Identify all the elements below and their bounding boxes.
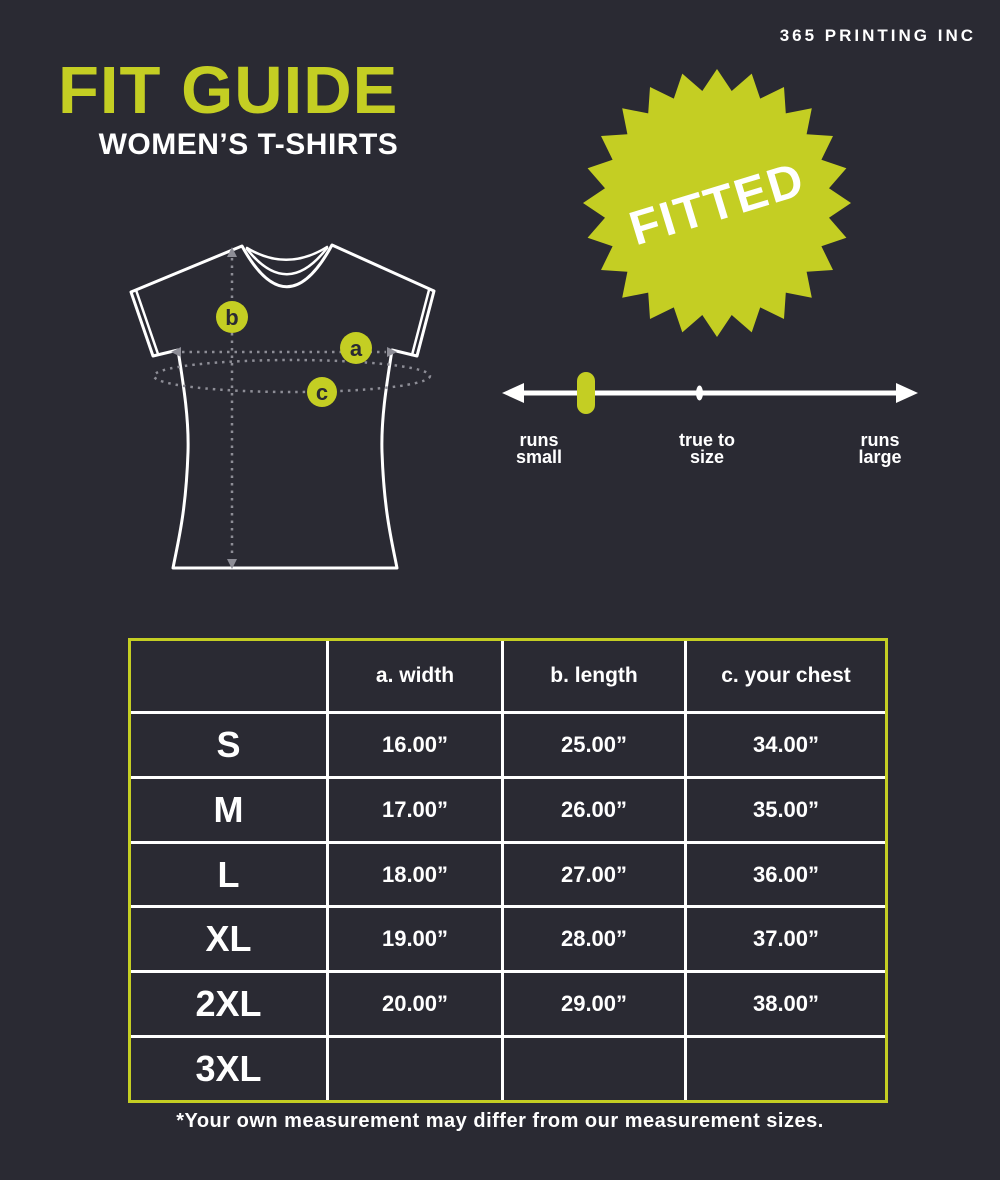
marker-b-label: b <box>225 305 238 330</box>
table-cell-length <box>504 1038 684 1100</box>
table-header-length: b. length <box>504 641 684 711</box>
starburst-icon <box>583 69 851 337</box>
fit-indicator-marker <box>577 372 595 414</box>
table-cell-length: 25.00” <box>504 714 684 776</box>
brand-name: 365 PRINTING INC <box>779 26 976 45</box>
measurement-disclaimer: *Your own measurement may differ from ou… <box>176 1110 824 1132</box>
table-row-size: L <box>131 843 326 906</box>
table-cell-length: 28.00” <box>504 908 684 971</box>
table-cell-chest: 34.00” <box>687 714 885 776</box>
marker-a: a <box>340 332 372 364</box>
marker-c-label: c <box>316 380 328 405</box>
table-cell-width: 16.00” <box>329 714 501 776</box>
page-title: FIT GUIDE <box>58 53 399 128</box>
tshirt-outline-icon <box>129 243 436 570</box>
table-cell-length: 27.00” <box>504 843 684 906</box>
marker-a-label: a <box>350 336 363 361</box>
measurement-guides <box>152 258 432 558</box>
true-to-size-tick <box>696 385 703 401</box>
table-row-size: M <box>131 778 326 841</box>
scale-axis-arrowheads <box>502 383 918 403</box>
scale-label-true-to-size: true to size <box>679 430 735 467</box>
table-cell-width: 20.00” <box>329 973 501 1036</box>
measurement-arrowheads <box>171 247 397 569</box>
table-cell-chest: 36.00” <box>687 843 885 906</box>
table-cell-chest: 35.00” <box>687 778 885 841</box>
table-row-size: 3XL <box>131 1038 326 1100</box>
table-row-size: S <box>131 714 326 776</box>
scale-label-runs-small: runs small <box>515 430 563 467</box>
table-row-size: 2XL <box>131 973 326 1036</box>
table-cell-width: 18.00” <box>329 843 501 906</box>
table-cell-chest <box>687 1038 885 1100</box>
size-table: a. width b. length c. your chest S 16.00… <box>128 638 888 1103</box>
tshirt-diagram: b a c <box>129 243 436 570</box>
table-cell-width: 17.00” <box>329 778 501 841</box>
scale-label-runs-large: runs large <box>858 430 902 467</box>
table-row-size: XL <box>131 908 326 971</box>
fit-scale <box>502 372 918 414</box>
table-cell-width: 19.00” <box>329 908 501 971</box>
marker-c: c <box>307 377 337 407</box>
table-cell-width <box>329 1038 501 1100</box>
table-cell-length: 26.00” <box>504 778 684 841</box>
title-block: FIT GUIDE WOMEN’S T-SHIRTS <box>58 53 399 162</box>
table-cell-chest: 38.00” <box>687 973 885 1036</box>
size-table-grid: a. width b. length c. your chest S 16.00… <box>131 641 885 1100</box>
table-cell-length: 29.00” <box>504 973 684 1036</box>
table-header-empty <box>131 641 326 711</box>
page-subtitle: WOMEN’S T-SHIRTS <box>98 128 399 162</box>
marker-b: b <box>216 301 248 333</box>
table-cell-chest: 37.00” <box>687 908 885 971</box>
table-header-width: a. width <box>329 641 501 711</box>
fitted-badge: FITTED <box>583 69 851 337</box>
table-header-chest: c. your chest <box>687 641 885 711</box>
